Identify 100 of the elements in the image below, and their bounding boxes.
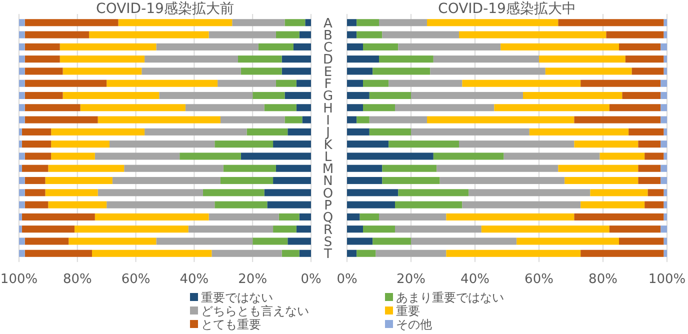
bar [664, 201, 667, 208]
bar [427, 116, 574, 124]
bar [379, 56, 434, 63]
bar [609, 104, 661, 112]
bar [628, 128, 664, 136]
bar [284, 92, 311, 100]
bar [664, 68, 667, 75]
bar [22, 226, 74, 233]
bar [208, 213, 279, 220]
bar [223, 164, 276, 172]
bar [395, 226, 482, 233]
bar [24, 56, 60, 63]
bar [356, 116, 370, 124]
bar [214, 201, 268, 208]
bar [433, 56, 539, 63]
bar [282, 68, 311, 75]
bar [347, 43, 363, 50]
bar [293, 43, 311, 50]
bar [376, 250, 446, 257]
bar [19, 176, 25, 184]
bar [24, 250, 92, 257]
legend-label: 重要ではない [201, 290, 273, 304]
bar [92, 250, 212, 257]
bar [462, 201, 581, 208]
bar [24, 189, 46, 196]
bar [363, 104, 395, 112]
bar [284, 116, 302, 124]
bar [98, 116, 220, 124]
bar [62, 68, 142, 75]
bar [19, 43, 25, 50]
bar [24, 92, 63, 100]
bar [363, 43, 398, 50]
bar [106, 80, 218, 87]
bar [246, 128, 288, 136]
bar [516, 238, 619, 245]
bar [660, 226, 667, 233]
bar [347, 226, 363, 233]
bar [574, 213, 664, 220]
bar [62, 92, 160, 100]
bar [282, 250, 300, 257]
bar [462, 80, 581, 87]
bar [660, 116, 667, 124]
chart-title: COVID-19感染拡大中 [438, 1, 576, 17]
bar [220, 176, 274, 184]
bar [24, 176, 46, 184]
bar [68, 238, 156, 245]
bar [240, 68, 282, 75]
bar [446, 213, 574, 220]
chart-title: COVID-19感染拡大前 [96, 1, 234, 17]
bar [24, 201, 48, 208]
bar [664, 189, 667, 196]
bar [433, 152, 504, 160]
bar [302, 116, 311, 124]
x-tick-label: 80% [62, 272, 92, 288]
bar [22, 164, 48, 172]
bar [24, 43, 60, 50]
bar [625, 56, 664, 63]
x-tick-label: 100% [648, 272, 686, 288]
bar [60, 43, 156, 50]
bar [619, 43, 661, 50]
x-tick-label: 80% [588, 272, 618, 288]
bar [276, 31, 300, 38]
bar [74, 226, 188, 233]
bar [574, 140, 638, 148]
bar [660, 80, 667, 87]
bar [664, 213, 667, 220]
bar [296, 226, 311, 233]
bar [644, 201, 664, 208]
bar [252, 238, 288, 245]
bar [347, 56, 379, 63]
bar [24, 68, 63, 75]
bar [638, 176, 661, 184]
bar [142, 68, 241, 75]
bar [622, 92, 661, 100]
bar [24, 116, 98, 124]
bar [395, 104, 494, 112]
bar [632, 68, 664, 75]
bar [459, 140, 574, 148]
bar [481, 226, 610, 233]
bar [273, 140, 311, 148]
bar [580, 80, 661, 87]
bar [379, 19, 427, 26]
x-tick-label: 60% [121, 272, 150, 288]
bar [188, 226, 274, 233]
bar [664, 56, 667, 63]
bar [22, 128, 52, 136]
bar [347, 250, 357, 257]
bar [664, 250, 667, 257]
bar [180, 152, 241, 160]
bar [220, 116, 285, 124]
bar [500, 43, 619, 50]
x-tick-label: 100% [0, 272, 38, 288]
bar [388, 140, 459, 148]
bar [372, 238, 411, 245]
bar [299, 213, 311, 220]
bar [347, 19, 357, 26]
bar [664, 19, 667, 26]
bar [156, 43, 258, 50]
bar [296, 80, 311, 87]
bar [80, 104, 186, 112]
